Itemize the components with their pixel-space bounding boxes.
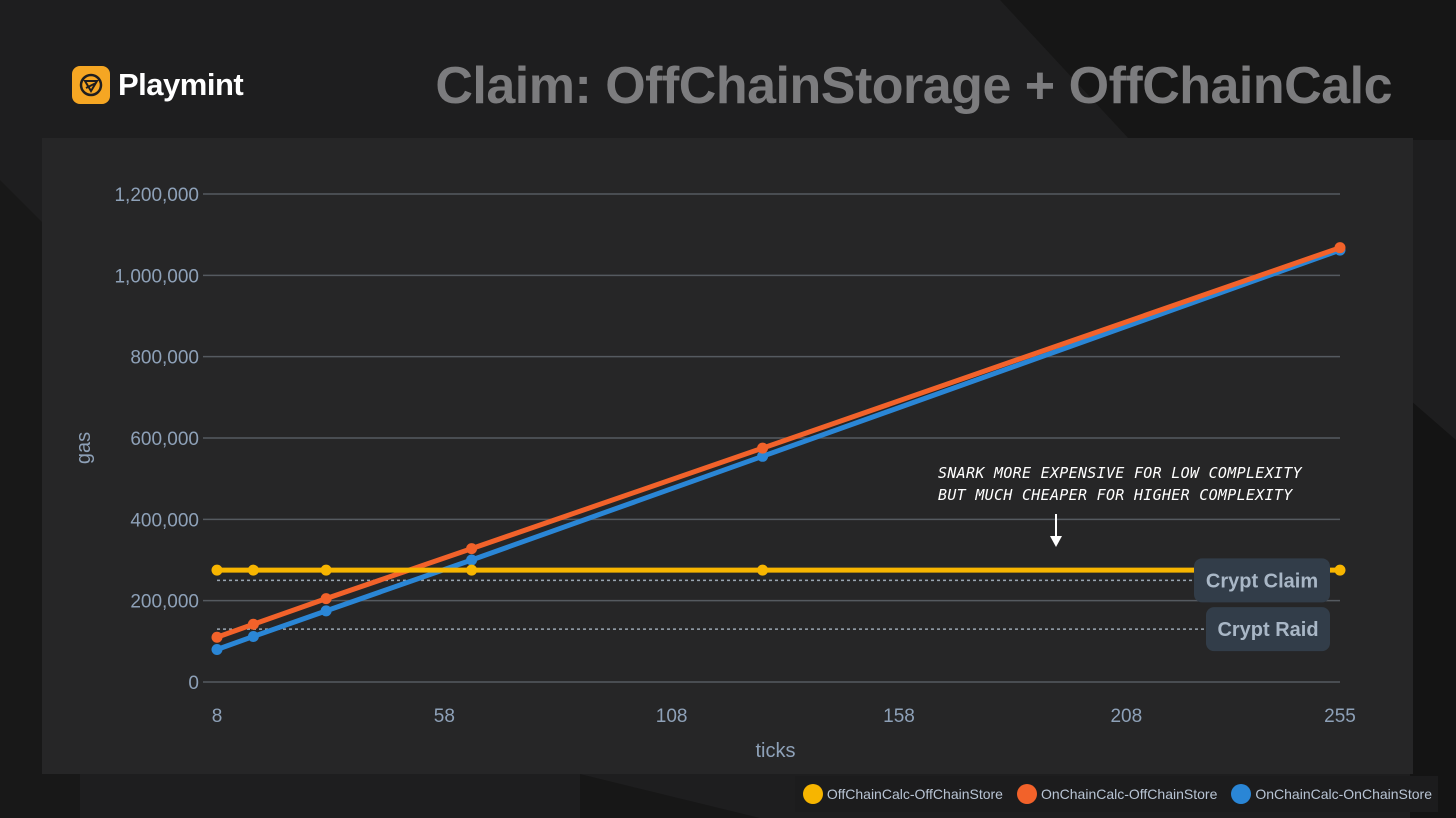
x-tick-label: 108	[656, 706, 688, 727]
data-point	[466, 543, 478, 555]
data-point	[320, 605, 332, 617]
legend-label: OffChainCalc-OffChainStore	[826, 786, 1003, 802]
x-tick-label: 58	[434, 706, 455, 727]
data-point	[466, 564, 478, 576]
data-point	[247, 618, 259, 630]
data-point	[247, 564, 259, 576]
x-tick-label: 158	[883, 706, 915, 727]
reference-label-box	[1206, 607, 1330, 652]
reference-label: Crypt Raid	[1217, 619, 1318, 641]
y-tick-label: 800,000	[130, 348, 199, 369]
data-point	[211, 631, 223, 643]
data-point	[757, 442, 769, 454]
data-point	[1334, 564, 1346, 576]
data-point	[1334, 242, 1346, 254]
legend-item-onchaincalc-offchainstore[interactable]: OnChainCalc-OffChainStore	[1008, 776, 1224, 812]
chart-panel: 0 200,000 400,000 600,000 800,000 1,000,000 1,…	[42, 138, 1413, 774]
legend-item-offchaincalc-offchainstore[interactable]: OffChainCalc-OffChainStore	[794, 776, 1009, 812]
y-tick-label: 600,000	[130, 429, 199, 450]
series-line	[216, 247, 1341, 652]
y-axis-label: gas	[73, 432, 95, 464]
data-point	[247, 630, 259, 642]
x-tick-label: 255	[1324, 706, 1356, 727]
slide-title: Claim: OffChainStorage + OffChainCalc	[435, 57, 1392, 115]
annotation-line-2: BUT MUCH CHEAPER FOR HIGHER COMPLEXITY	[938, 486, 1293, 504]
x-tick-label: 8	[212, 706, 223, 727]
line-chart: 0 200,000 400,000 600,000 800,000 1,000,000 1,…	[73, 185, 1356, 762]
annotation-line-1: SNARK MORE EXPENSIVE FOR LOW COMPLEXITY	[938, 464, 1302, 482]
data-point	[757, 564, 769, 576]
y-tick-label: 0	[188, 673, 199, 694]
legend-dot	[1231, 784, 1252, 804]
y-tick-label: 1,200,000	[114, 185, 199, 206]
reference-label-box	[1194, 558, 1330, 603]
data-point	[320, 564, 332, 576]
data-point	[757, 450, 769, 462]
brand-name: Playmint	[118, 67, 244, 102]
data-point	[211, 643, 223, 655]
series-line	[216, 245, 1341, 640]
y-tick-label: 400,000	[130, 510, 199, 531]
data-point	[211, 564, 223, 576]
playmint-logo-icon	[72, 66, 110, 104]
annotation-arrow-head	[1050, 536, 1062, 547]
legend-item-onchaincalc-onchainstore[interactable]: OnChainCalc-OnChainStore	[1223, 776, 1438, 812]
y-tick-label: 1,000,000	[114, 266, 199, 287]
brand-logo: Playmint	[72, 66, 244, 104]
chart-annotation: SNARK MORE EXPENSIVE FOR LOW COMPLEXITY …	[938, 462, 1302, 506]
legend-dot	[802, 784, 823, 804]
chart-legend: OffChainCalc-OffChainStore OnChainCalc-O…	[794, 776, 1438, 812]
reference-label: Crypt Claim	[1206, 570, 1318, 592]
legend-label: OnChainCalc-OnChainStore	[1255, 786, 1432, 802]
data-point	[466, 554, 478, 566]
legend-label: OnChainCalc-OffChainStore	[1040, 786, 1218, 802]
y-tick-label: 200,000	[130, 592, 199, 613]
legend-dot	[1016, 784, 1037, 804]
data-point	[320, 593, 332, 605]
x-tick-label: 208	[1110, 706, 1142, 727]
x-axis-label: ticks	[756, 740, 796, 762]
